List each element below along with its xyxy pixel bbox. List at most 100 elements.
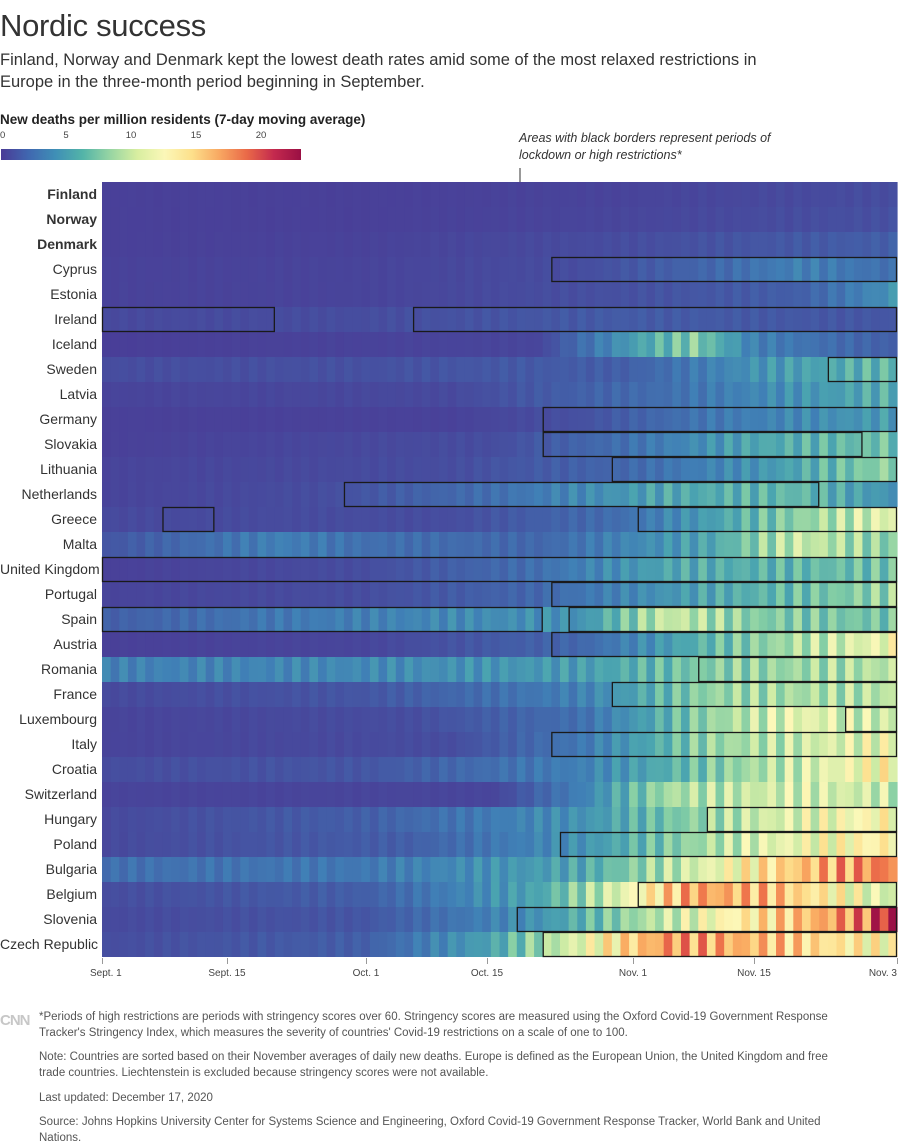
heatmap-cell xyxy=(663,532,673,557)
heatmap-cell xyxy=(637,932,647,957)
heatmap-cell xyxy=(516,832,527,857)
heatmap-cell xyxy=(559,232,570,257)
heatmap-cell xyxy=(343,457,354,482)
heatmap-cell xyxy=(819,632,829,657)
heatmap-cell xyxy=(248,457,259,482)
heatmap-cell xyxy=(102,582,112,607)
heatmap-cell xyxy=(629,182,639,207)
heatmap-cell xyxy=(620,332,630,357)
heatmap-cell xyxy=(568,857,578,882)
heatmap-cell xyxy=(413,932,423,957)
heatmap-cell xyxy=(767,432,777,457)
heatmap-cell xyxy=(231,807,241,832)
heatmap-cell xyxy=(162,757,172,782)
x-tick-label: Nov. 1 xyxy=(618,968,648,979)
heatmap-cell xyxy=(188,607,198,632)
heatmap-cell xyxy=(439,582,449,607)
heatmap-cell xyxy=(119,757,129,782)
heatmap-cell xyxy=(784,932,794,957)
heatmap-cell xyxy=(732,932,743,957)
heatmap-cell xyxy=(767,282,777,307)
heatmap-cell xyxy=(136,832,146,857)
heatmap-cell xyxy=(499,182,509,207)
heatmap-cell xyxy=(473,282,483,307)
heatmap-cell xyxy=(145,632,155,657)
heatmap-cell xyxy=(395,182,406,207)
heatmap-cell xyxy=(110,607,120,632)
heatmap-cell xyxy=(309,607,319,632)
heatmap-cell xyxy=(525,407,535,432)
heatmap-cell xyxy=(680,257,691,282)
heatmap-cell xyxy=(611,757,622,782)
heatmap-cell xyxy=(179,707,190,732)
heatmap-cell xyxy=(542,232,552,257)
heatmap-cell xyxy=(689,707,699,732)
heatmap-cell xyxy=(741,807,751,832)
heatmap-cell xyxy=(361,532,371,557)
heatmap-cell xyxy=(343,382,354,407)
heatmap-cell xyxy=(361,732,371,757)
heatmap-cell xyxy=(862,832,872,857)
heatmap-cell xyxy=(102,382,112,407)
heatmap-cell xyxy=(698,582,708,607)
heatmap-cell xyxy=(292,582,302,607)
heatmap-cell xyxy=(862,507,872,532)
heatmap-cell xyxy=(162,807,172,832)
heatmap-cell xyxy=(300,607,310,632)
heatmap-cell xyxy=(706,482,717,507)
heatmap-cell xyxy=(819,832,829,857)
heatmap-cell xyxy=(205,482,215,507)
heatmap-cell xyxy=(698,507,708,532)
heatmap-cell xyxy=(793,632,803,657)
heatmap-cell xyxy=(784,407,794,432)
heatmap-cell xyxy=(750,632,760,657)
heatmap-cell xyxy=(594,582,604,607)
heatmap-cell xyxy=(741,332,751,357)
heatmap-cell xyxy=(871,932,881,957)
heatmap-cell xyxy=(361,507,371,532)
heatmap-cell xyxy=(421,732,431,757)
heatmap-cell xyxy=(179,257,190,282)
row-label: Iceland xyxy=(51,336,97,352)
heatmap-cell xyxy=(862,457,872,482)
heatmap-cell xyxy=(361,607,371,632)
heatmap-cell xyxy=(680,182,691,207)
heatmap-cell xyxy=(205,532,215,557)
heatmap-cell xyxy=(421,932,431,957)
heatmap-cell xyxy=(162,732,172,757)
row-label: Germany xyxy=(39,411,97,427)
heatmap-cell xyxy=(793,207,803,232)
heatmap-cell xyxy=(845,432,855,457)
heatmap-cell xyxy=(430,282,440,307)
heatmap-cell xyxy=(248,632,259,657)
heatmap-cell xyxy=(473,882,483,907)
heatmap-cell xyxy=(637,832,647,857)
heatmap-cell xyxy=(603,357,613,382)
heatmap-cell xyxy=(292,532,302,557)
row-label: Romania xyxy=(40,661,97,677)
heatmap-cell xyxy=(240,807,250,832)
heatmap-cell xyxy=(404,332,414,357)
heatmap-cell xyxy=(689,432,699,457)
heatmap-cell xyxy=(387,357,397,382)
heatmap-cell xyxy=(240,632,250,657)
heatmap-cell xyxy=(750,207,760,232)
heatmap-cell xyxy=(698,807,708,832)
heatmap-cell xyxy=(188,707,198,732)
heatmap-cell xyxy=(525,732,535,757)
heatmap-cell xyxy=(430,457,440,482)
heatmap-cell xyxy=(655,307,665,332)
heatmap-cell xyxy=(248,607,259,632)
heatmap-cell xyxy=(326,182,336,207)
heatmap-cell xyxy=(611,732,622,757)
heatmap-cell xyxy=(257,432,267,457)
heatmap-cell xyxy=(361,382,371,407)
heatmap-cell xyxy=(136,332,146,357)
heatmap-cell xyxy=(482,332,492,357)
heatmap-cell xyxy=(663,382,673,407)
heatmap-cell xyxy=(395,432,406,457)
heatmap-cell xyxy=(663,682,673,707)
heatmap-cell xyxy=(222,532,233,557)
heatmap-cell xyxy=(663,932,673,957)
heatmap-cell xyxy=(326,557,336,582)
